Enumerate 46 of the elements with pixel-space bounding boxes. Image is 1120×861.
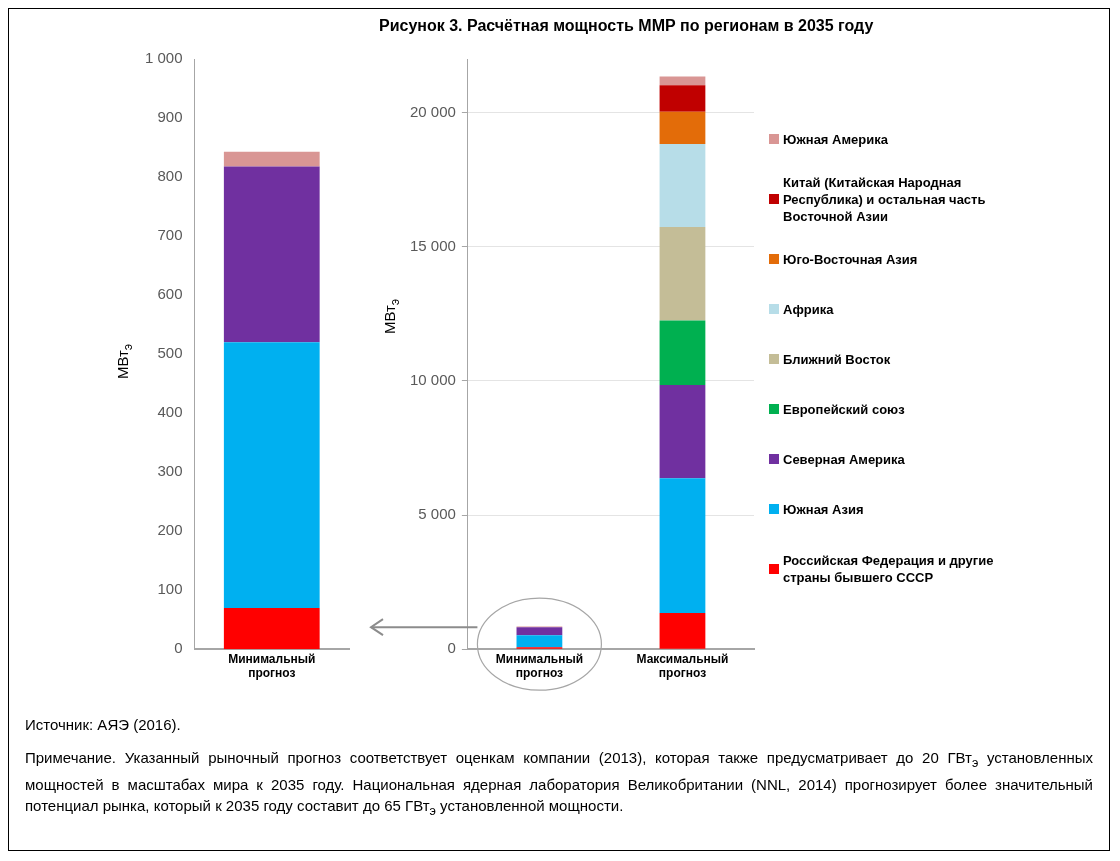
y-tick-label: 100 [157,580,183,598]
bar [223,342,320,608]
bar [516,635,563,648]
y-tick-label: 300 [157,462,183,480]
y-tick-label: 20 000 [409,102,456,120]
bar [659,76,706,86]
legend-label: Южная Америка [783,130,888,148]
bar [659,111,706,145]
x-tick-label: Максимальный прогноз [636,651,729,681]
legend-label: Китай (Китайская Народная Республика) и остальная часть Восточной Азии [783,173,987,225]
legend-label: Ближний Восток [783,350,891,368]
bar [659,478,706,613]
bar [659,320,706,385]
y-tick-label: 15 000 [409,236,456,254]
legend-label: Европейский союз [783,400,905,418]
y-tick-label: 0 [174,639,183,657]
bar [659,384,706,479]
text: Источник: АЯЭ (2016). [25,715,182,735]
bar [223,151,320,167]
x-tick-label: Минимальный прогноз [495,651,584,681]
x-tick-label: Минимальный прогноз [228,651,316,681]
y-tick-label: 900 [157,108,183,126]
legend-label: Южная Азия [783,500,864,518]
y-tick-label: 400 [157,403,183,421]
bar [659,85,706,112]
legend-label: Юго-Восточная Азия [783,250,918,268]
y-tick-label: 800 [157,167,183,185]
legend-label: Российская Федерация и другие страны бывшего СССР [783,552,995,586]
y-tick-label: 500 [157,344,183,362]
text: Примечание. Указанный рыночный прогноз соответствует оценкам компании (2013), которая также предусматривает до 20 ГВт$_{э}$ установленных мощностей в масштабах мира к 2035 году. Национальная ядерная лаборатория Великобритании (NNL, 2014) прогнозирует более значительный потенциал рынка, который к 2035 году составит до 65 ГВт$_{э}$ установленной мощности. [25,748,1093,820]
y-tick-label: 1 000 [144,49,183,67]
legend-label: Африка [783,300,834,318]
y-tick-label: 0 [447,639,456,657]
y-tick-label: 200 [157,521,183,539]
chart-title: Рисунок 3. Расчётная мощность ММР по регионам в 2035 году [379,17,874,35]
y-tick-label: 700 [157,226,183,244]
legend-label: Северная Америка [783,450,905,468]
bar [516,627,563,636]
y-tick-label: 5 000 [418,505,456,523]
bar [659,144,706,227]
bar [223,607,320,650]
y-tick-label: 600 [157,285,183,303]
y-tick-label: 10 000 [409,371,456,389]
bar [659,226,706,321]
bar [659,612,706,649]
bar [223,166,320,343]
